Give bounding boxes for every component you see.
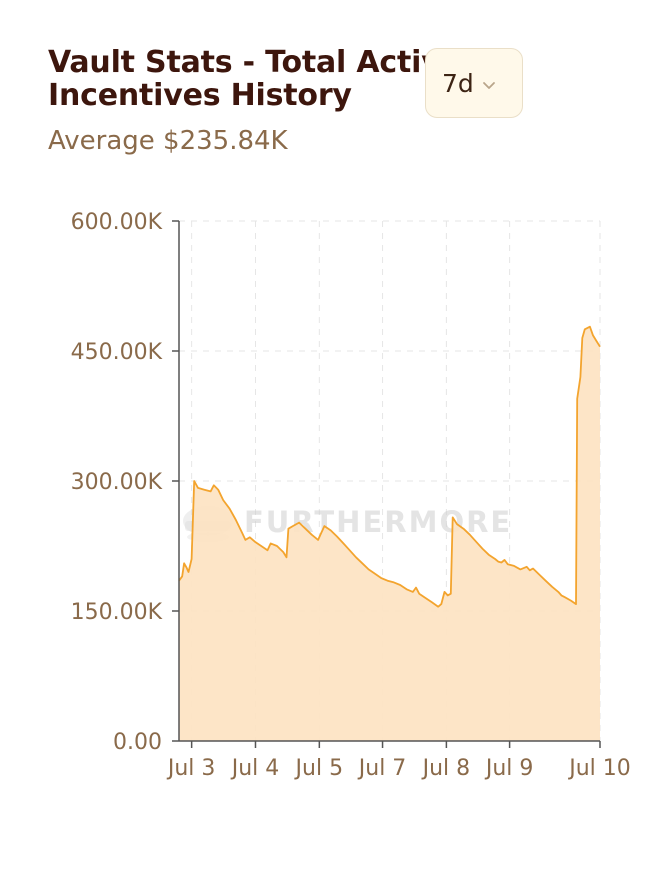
x-tick-label: Jul 10 <box>567 756 631 781</box>
watermark-text: FURTHERMORE <box>244 505 512 539</box>
y-tick-label: 0.00 <box>113 730 162 755</box>
x-tick-label: Jul 7 <box>357 756 407 781</box>
x-tick-label: Jul 5 <box>294 756 344 781</box>
x-tick-label: Jul 9 <box>484 756 534 781</box>
series-line <box>178 325 601 608</box>
chart-title: Vault Stats - Total Active Incentives Hi… <box>48 45 461 113</box>
area-fill <box>179 326 600 741</box>
chart-axes <box>172 220 601 748</box>
x-tick-label: Jul 3 <box>166 756 216 781</box>
y-tick-label: 600.00K <box>71 210 163 235</box>
y-tick-label: 450.00K <box>71 340 163 365</box>
period-select[interactable]: 7d <box>425 48 523 118</box>
x-tick-label: Jul 4 <box>230 756 280 781</box>
x-tick-label: Jul 8 <box>421 756 471 781</box>
y-tick-label: 150.00K <box>71 600 163 625</box>
y-tick-label: 300.00K <box>71 470 163 495</box>
average-value: Average $235.84K <box>48 126 288 156</box>
y-axis-ticks: 0.00 150.00K 300.00K 450.00K 600.00K <box>71 210 163 755</box>
x-axis-ticks: Jul 3 Jul 4 Jul 5 Jul 7 Jul 8 Jul 9 Jul 10 <box>166 756 631 781</box>
chevron-down-icon <box>482 75 496 94</box>
period-select-value: 7d <box>442 68 474 98</box>
